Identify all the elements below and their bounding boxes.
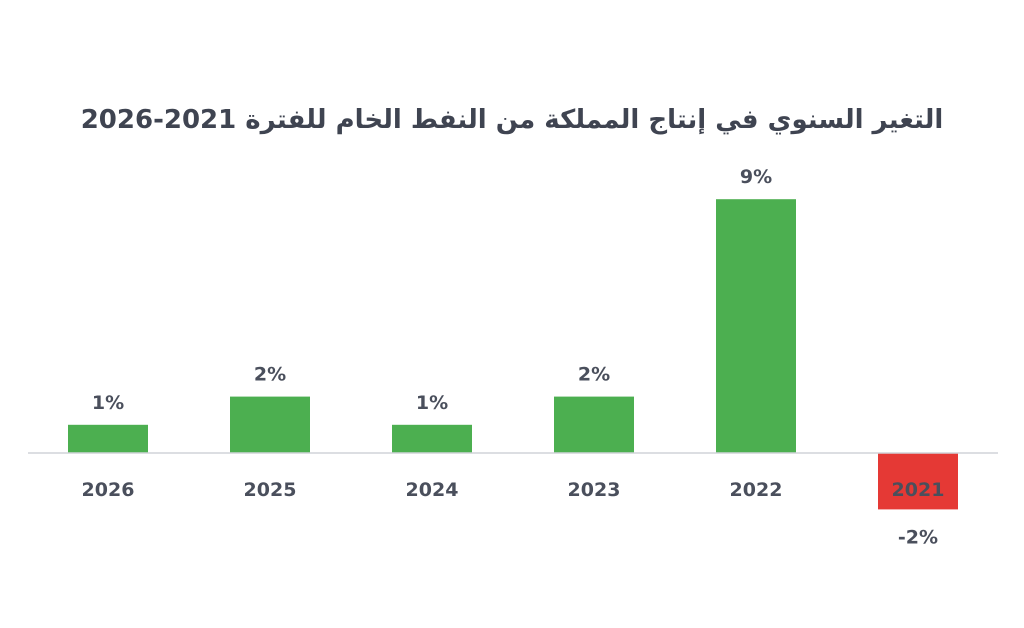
value-label-2021: -2% [898, 526, 938, 548]
bar-2021 [878, 453, 958, 510]
labels-group: 1% 2026 2% 2025 1% 2024 2% 2023 9% 2022 -2% 2021 [82, 166, 945, 548]
value-label-2025: 2% [254, 364, 286, 386]
category-label-2025: 2025 [244, 479, 297, 501]
value-label-2023: 2% [578, 364, 610, 386]
category-label-2026: 2026 [82, 479, 135, 501]
value-label-2026: 1% [92, 392, 124, 414]
bar-2024 [392, 424, 472, 453]
category-label-2024: 2024 [406, 479, 459, 501]
category-label-2023: 2023 [568, 479, 621, 501]
bar-2022 [716, 199, 796, 453]
bars-group [68, 199, 958, 510]
category-label-2022: 2022 [730, 479, 783, 501]
value-label-2024: 1% [416, 392, 448, 414]
bar-2025 [230, 396, 310, 453]
category-label-2021: 2021 [892, 479, 945, 501]
bar-2026 [68, 424, 148, 453]
bar-2023 [554, 396, 634, 453]
chart-title: التغير السنوي في إنتاج المملكة من النفط … [81, 105, 944, 135]
value-label-2022: 9% [740, 166, 772, 188]
